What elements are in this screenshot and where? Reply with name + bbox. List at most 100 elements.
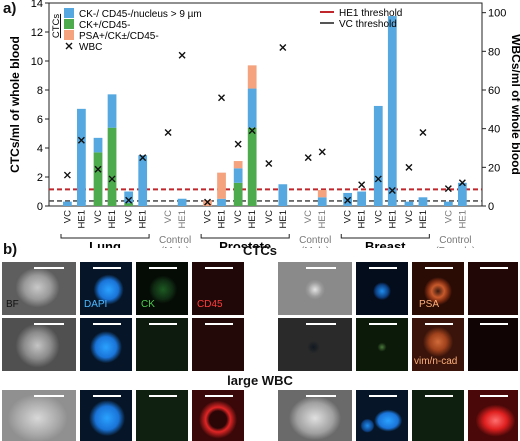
bar-segment-ck-neg: [124, 191, 134, 204]
x-tick-label: VC: [124, 210, 135, 223]
ck-label: CK: [141, 299, 155, 310]
vim-ncad-label: vim/n-cad: [414, 356, 458, 367]
ctc4-bf-image: [278, 318, 352, 371]
bar-segment-ck-pos: [124, 203, 134, 206]
ctc4-vimentin-image: vim/n-cad: [412, 318, 464, 371]
ctc3-dapi-image: [356, 262, 408, 315]
y-tick-label: 12: [31, 27, 43, 39]
bar-segment-ck-neg: [404, 201, 414, 206]
x-tick-label: HE1: [177, 210, 188, 228]
x-tick-label: VC: [163, 210, 174, 223]
y2-tick-label: 60: [488, 85, 500, 97]
bar-segment-ck-neg: [138, 155, 148, 206]
control-sublabel: (Female): [435, 246, 475, 248]
panel-a-label: a): [3, 0, 17, 17]
wbc2-cd45-image: [468, 390, 518, 441]
y-axis-label: CTCs/ml of whole blood: [8, 36, 22, 173]
ctc1-ck-image: CK: [136, 262, 188, 315]
x-tick-label: HE1: [138, 210, 149, 228]
x-tick-label: HE1: [76, 210, 87, 228]
ctc1-dapi-image: DAPI: [80, 262, 132, 315]
wbc-marker: [218, 94, 226, 102]
ctc4-cd45-image: [468, 318, 518, 371]
x-tick-label: HE1: [278, 210, 289, 228]
bar-segment-ck-neg: [63, 201, 72, 206]
y-tick-label: 14: [31, 0, 43, 10]
wbc-marker: [204, 198, 212, 206]
bar-segment-psa: [247, 65, 257, 89]
bar-segment-ck-neg: [177, 198, 187, 206]
legend-label: CK-/ CD45-/nucleus > 9 µm: [79, 9, 202, 20]
wbc-marker: [164, 129, 172, 137]
x-tick-label: HE1: [107, 210, 118, 228]
wbc-marker: [108, 175, 116, 183]
x-tick-label: HE1: [387, 210, 398, 228]
ctc2-dapi-image: [80, 318, 132, 371]
panel-b-label: b): [3, 241, 18, 258]
control-sublabel: (Male): [301, 246, 329, 248]
y-tick-label: 2: [37, 172, 43, 184]
x-tick-label: HE1: [217, 210, 228, 228]
bar-segment-ck-pos: [107, 127, 117, 206]
cd45-label: CD45: [197, 299, 223, 310]
ctc-bar-chart: 0 2 4 6 8 10 12 14 0 20 40 60 80 100 CTCs/ml of whole …: [8, 0, 520, 248]
x-tick-label: HE1: [317, 210, 328, 228]
bar-segment-ck-neg: [357, 191, 367, 206]
x-tick-label: VC: [443, 210, 454, 223]
y2-tick-label: 0: [488, 201, 494, 213]
bar-segment-ck-neg: [217, 198, 226, 206]
ctc1-cd45-image: CD45: [192, 262, 244, 315]
ctc2-bf-image: [2, 318, 76, 371]
ctc-images-title: CTCs: [243, 243, 277, 258]
x-tick-label: VC: [373, 210, 384, 223]
y-tick-label: 10: [31, 56, 43, 68]
wbc-marker: [178, 51, 186, 59]
wbc-marker: [304, 154, 312, 162]
x-tick-label: HE1: [357, 210, 368, 228]
wbc-marker: [279, 43, 287, 51]
ctc2-cd45-image: [192, 318, 244, 371]
ctc3-psa-image: PSA: [412, 262, 464, 315]
bar-segment-psa: [317, 190, 327, 198]
x-tick-label: VC: [343, 210, 354, 223]
wbc-marker: [419, 129, 427, 137]
bar-segment-ck-pos: [247, 127, 257, 206]
y2-axis-label: WBCs/ml of whole blood: [509, 34, 520, 175]
wbc2-dapi-image: [356, 390, 408, 441]
wbc2-bf-image: [278, 390, 352, 441]
ctc2-ck-image: [136, 318, 188, 371]
wbc1-dapi-image: [80, 390, 132, 441]
legend-label: CK+/CD45-: [79, 20, 130, 31]
wbc1-bf-image: [2, 390, 76, 441]
plot-frame: [48, 2, 483, 207]
y-tick-label: 6: [37, 114, 43, 126]
control-label: Control: [299, 235, 331, 246]
wbc1-ck-image: [136, 390, 188, 441]
psa-label: PSA: [419, 299, 440, 310]
bar-segment-ck-neg: [373, 105, 383, 206]
y-tick-label: 0: [37, 201, 43, 213]
wbc-marker: [77, 136, 85, 144]
wbc2-ck-image: [412, 390, 464, 441]
wbc-marker: [374, 175, 382, 183]
group-bracket: [60, 234, 150, 239]
bar-segment-ck-neg: [317, 197, 327, 206]
legend-swatch-ck-neg: [64, 8, 74, 18]
control-sublabel: (Male): [161, 246, 189, 248]
wbc-marker: [94, 165, 102, 173]
dapi-label: DAPI: [84, 299, 108, 310]
bf-label: BF: [6, 299, 19, 310]
wbc-marker: [63, 171, 71, 179]
control-label: Control: [439, 235, 471, 246]
legend-swatch-ck-pos: [64, 19, 74, 29]
x-tick-label: HE1: [418, 210, 429, 228]
ctc4-dapi-image: [356, 318, 408, 371]
x-tick-label: VC: [264, 210, 275, 223]
x-tick-label: VC: [233, 210, 244, 223]
wbc-marker: [444, 185, 452, 193]
bar-segment-ck-neg: [107, 94, 117, 128]
legend-threshold-label: HE1 threshold: [339, 8, 402, 19]
bar-segment-ck-neg: [247, 88, 257, 128]
bar-segment-psa: [217, 172, 226, 199]
bar-segment-psa: [233, 161, 243, 169]
